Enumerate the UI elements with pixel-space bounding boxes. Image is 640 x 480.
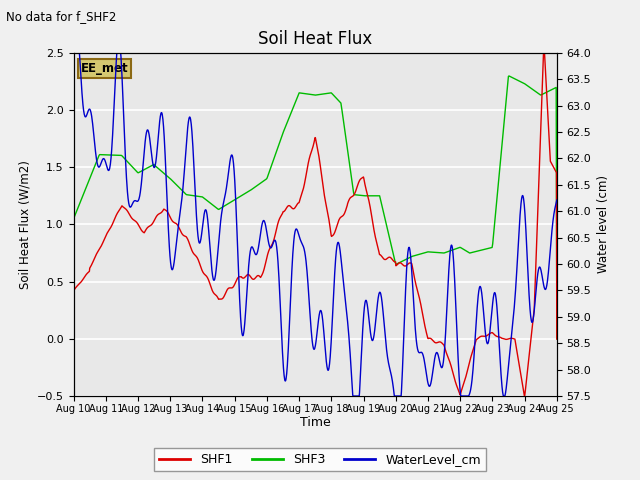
Legend: SHF1, SHF3, WaterLevel_cm: SHF1, SHF3, WaterLevel_cm	[154, 448, 486, 471]
Y-axis label: Water level (cm): Water level (cm)	[597, 175, 610, 274]
Text: No data for f_SHF2: No data for f_SHF2	[6, 10, 116, 23]
Y-axis label: Soil Heat Flux (W/m2): Soil Heat Flux (W/m2)	[19, 160, 31, 289]
Text: EE_met: EE_met	[81, 62, 128, 75]
X-axis label: Time: Time	[300, 417, 331, 430]
Title: Soil Heat Flux: Soil Heat Flux	[258, 30, 372, 48]
